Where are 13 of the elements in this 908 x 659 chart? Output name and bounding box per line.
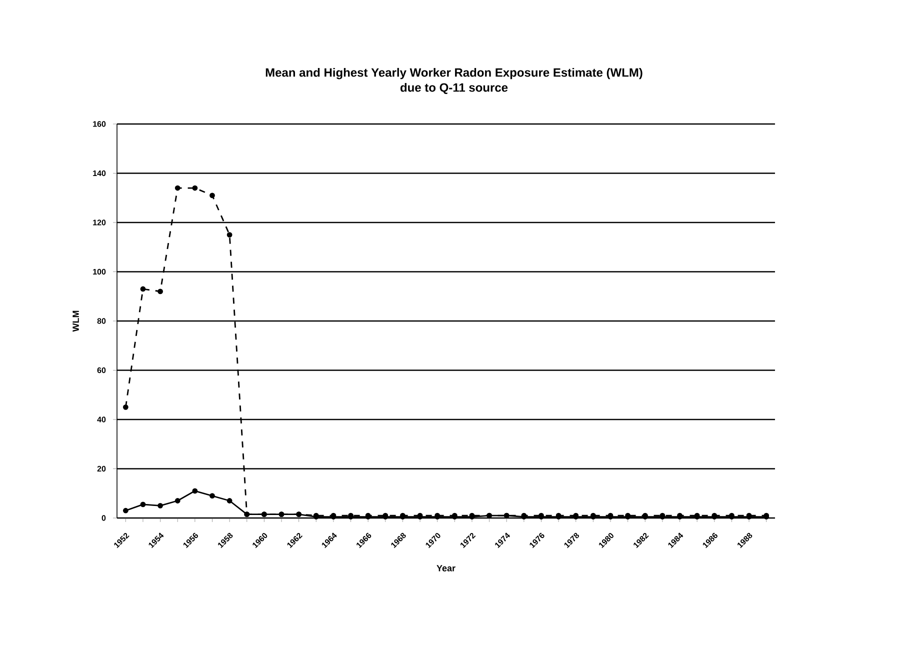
y-axis-title: WLM <box>72 310 79 332</box>
y-tick-label: 80 <box>97 318 106 324</box>
y-tick-label: 140 <box>93 170 106 176</box>
y-tick-label: 100 <box>93 268 106 275</box>
y-tick-label: 120 <box>93 220 106 226</box>
x-axis-title: Year <box>436 565 456 572</box>
chart-title: Mean and Highest Yearly Worker Radon Exposure Estimate (WLM) <box>266 68 642 80</box>
chart-subtitle: due to Q-11 source <box>400 82 508 94</box>
y-tick-label: 20 <box>97 466 106 472</box>
y-tick-label: 0 <box>102 515 106 521</box>
y-tick-label: 40 <box>97 416 106 422</box>
y-tick-label: 60 <box>97 367 106 374</box>
y-tick-label: 160 <box>93 121 106 127</box>
